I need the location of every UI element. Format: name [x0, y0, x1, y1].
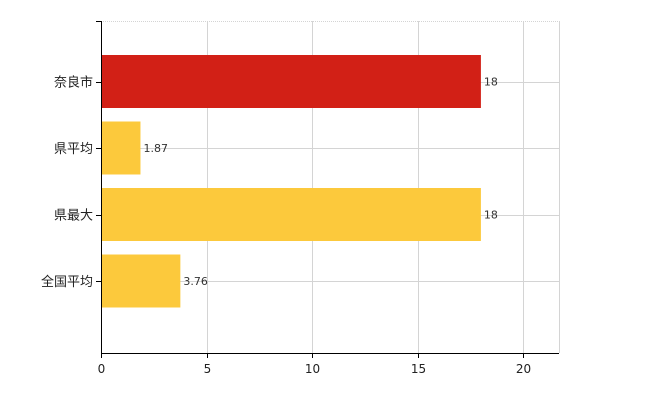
category-label-3: 県最大: [54, 209, 93, 224]
data-label-1: 18: [484, 76, 498, 89]
bars: [101, 55, 481, 308]
x-tick-label-15: 15: [411, 362, 426, 376]
x-tick-label-0: 0: [98, 362, 106, 376]
category-label-4: 全国平均: [41, 274, 93, 290]
bar-3: [101, 188, 481, 241]
data-label-4: 3.76: [183, 275, 208, 288]
x-tick-label-10: 10: [305, 362, 320, 376]
bar-1: [101, 55, 481, 108]
bar-4: [101, 254, 181, 308]
data-label-3: 18: [484, 209, 498, 222]
data-label-2: 1.87: [143, 142, 168, 155]
axes: [96, 21, 559, 358]
x-tick-label-5: 5: [204, 362, 212, 376]
labels: 18 奈良市 1.87 県平均 18 県最大 3.76 全国平均 0 5 10 15 20: [41, 75, 531, 377]
bar-2: [101, 121, 141, 175]
category-label-1: 奈良市: [54, 75, 93, 91]
x-tick-label-20: 20: [516, 362, 531, 376]
category-label-2: 県平均: [54, 142, 93, 157]
